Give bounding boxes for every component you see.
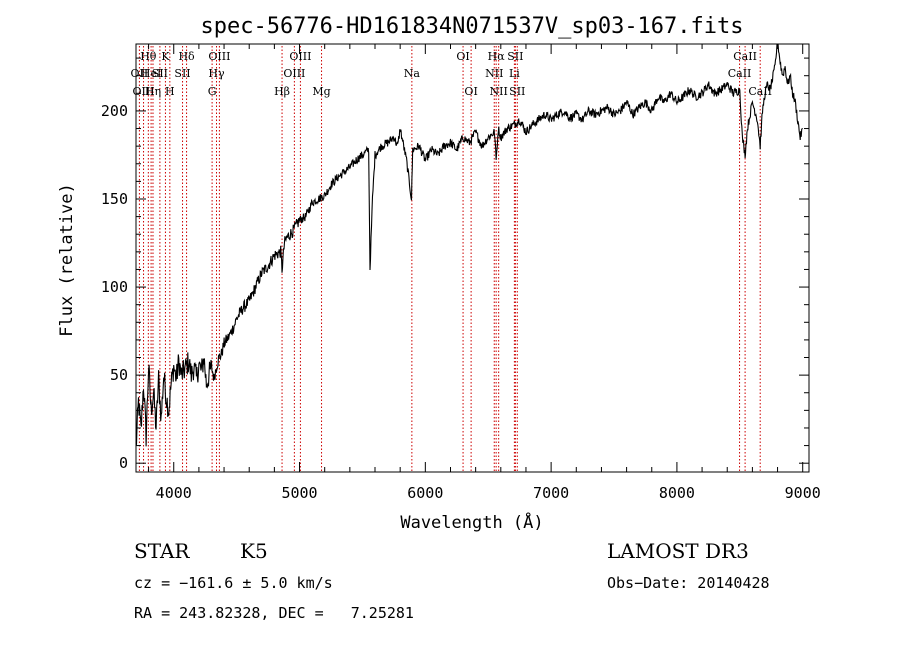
redshift-readout: cz = −161.6 ± 5.0 km/s [134,574,333,592]
line-label-10: OIII [208,50,230,63]
line-label-11: Hγ [208,67,225,80]
line-label-24: Li [509,67,520,80]
y-tick-label-1: 50 [110,366,128,384]
x-tick-label-5: 9000 [785,484,821,502]
line-label-25: SII [509,85,525,98]
plot-frame [135,43,810,473]
y-tick-label-4: 200 [101,102,128,120]
line-label-27: CaII [728,67,752,80]
flux-series [135,43,803,447]
line-label-19: OI [464,85,477,98]
line-label-21: NII [485,67,503,80]
x-tick-label-1: 5000 [281,484,317,502]
line-label-3: HeI [141,67,161,80]
x-tick-label-3: 7000 [533,484,569,502]
line-label-16: Mg [312,85,330,98]
line-label-5: K [161,50,170,63]
x-axis-label: Wavelength (Å) [400,511,543,533]
line-label-15: OIII [283,67,305,80]
line-label-22: NII [490,85,508,98]
line-label-20: Hα [488,50,506,63]
x-tick-label-4: 8000 [659,484,695,502]
line-label-1: OII [131,67,149,80]
observation-date: Obs−Date: 20140428 [607,574,770,592]
y-tick-label-2: 100 [101,278,128,296]
x-axis: 4000 5000 6000 7000 8000 9000 [148,44,821,502]
x-tick-label-0: 4000 [156,484,192,502]
line-label-23: SII [507,50,523,63]
line-label-18: OI [456,50,469,63]
line-label-7: H [165,85,175,98]
spectral-line-labels: Hθ OII OIII HeI Hη K SII H Hδ SII OIII Hγ G Hβ OIII OII… [131,50,772,98]
line-label-17: Na [404,67,421,80]
line-label-13: Hβ [274,85,290,98]
spectral-line-markers [138,46,761,472]
line-label-14: OIII [289,50,311,63]
survey-label: LAMOST DR3 [607,539,749,563]
y-axis: 0 50 100 150 200 [101,57,809,472]
line-label-6: SII [152,67,168,80]
object-class: STAR [134,539,190,563]
line-label-4: Hη [145,85,161,98]
line-label-0: Hθ [140,50,157,63]
line-label-12: G [208,85,217,98]
y-tick-label-3: 150 [101,190,128,208]
y-axis-label: Flux (relative) [57,183,77,337]
y-tick-label-0: 0 [119,454,128,472]
flux-line [135,43,803,447]
x-tick-label-2: 6000 [407,484,443,502]
line-label-26: CaII [733,50,757,63]
line-label-9: SII [174,67,190,80]
coordinates-readout: RA = 243.82328, DEC = 7.25281 [134,604,414,622]
object-subclass: K5 [240,539,268,563]
line-label-8: Hδ [178,50,195,63]
line-label-2: OIII [133,85,155,98]
chart-title: spec-56776-HD161834N071537V_sp03-167.fit… [200,14,743,39]
